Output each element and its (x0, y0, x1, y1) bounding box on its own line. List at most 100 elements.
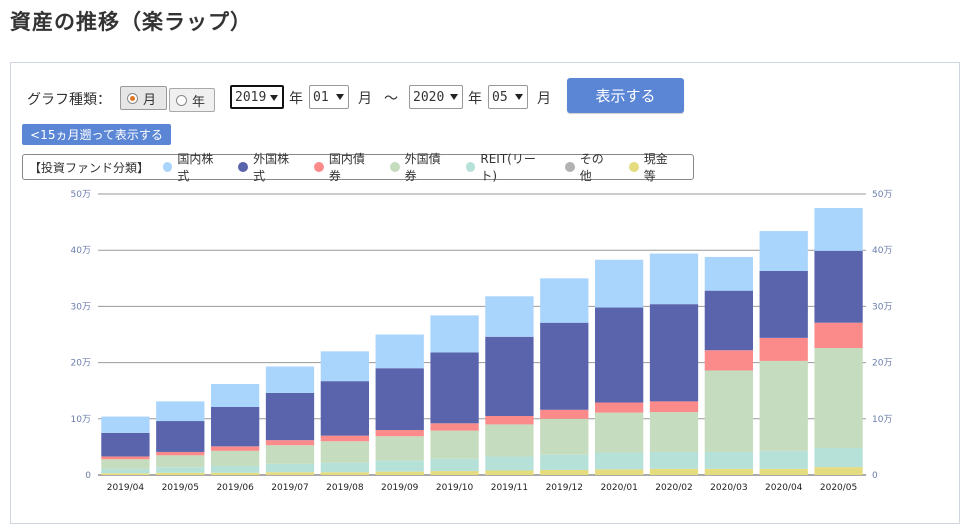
x-tick-label: 2020/02 (655, 483, 692, 493)
bar-segment (704, 468, 753, 475)
bar-segment (375, 430, 424, 437)
x-tick-label: 2019/06 (216, 483, 254, 493)
year-radio-icon[interactable] (176, 94, 187, 106)
bar-segment (485, 424, 534, 457)
month-radio-icon[interactable] (127, 92, 138, 104)
legend-dot-icon (162, 162, 173, 172)
bar-segment (759, 468, 808, 475)
y-tick-label-left: 20万 (71, 359, 91, 369)
page-title: 資産の推移（楽ラップ） (10, 10, 252, 34)
x-tick-label: 2019/09 (381, 483, 419, 493)
legend-item-domestic-bond: 国内債券 (314, 150, 376, 184)
y-tick-label-left: 30万 (71, 302, 91, 312)
bar-segment (759, 337, 808, 361)
bar-segment (265, 366, 315, 393)
bar-segment (649, 304, 699, 402)
x-tick-label: 2019/12 (546, 483, 583, 493)
bar-segment (101, 416, 150, 433)
bar-segment (540, 454, 589, 470)
y-tick-label-right: 50万 (872, 190, 892, 200)
bar-segment (430, 430, 479, 459)
bar-segment (595, 452, 644, 470)
bar-segment (211, 406, 260, 447)
legend-label: 現金等 (643, 152, 668, 183)
year-radio-option[interactable]: 年 (169, 88, 215, 112)
chevron-down-icon (336, 94, 344, 100)
back-15-months-button[interactable]: <15ヵ月遡って表示する (22, 124, 171, 145)
x-tick-label: 2020/04 (765, 483, 803, 493)
bar-segment (595, 259, 644, 308)
bar-segment (595, 469, 644, 475)
bar-segment (759, 450, 808, 469)
bar-segment (759, 231, 808, 271)
bar-segment (649, 451, 699, 469)
bar-segment (265, 392, 315, 441)
bar-segment (375, 436, 424, 461)
bar-segment (211, 383, 260, 407)
month-radio-label: 月 (143, 92, 157, 108)
from-month-select[interactable]: 01 (309, 85, 349, 109)
legend-dot-icon (389, 162, 400, 172)
bar-segment (156, 421, 205, 452)
bar-segment (485, 336, 534, 416)
legend-label: REIT(リート) (480, 152, 536, 183)
month-unit-label: 月 (358, 91, 372, 107)
bar-segment (211, 472, 260, 475)
bar-segment (320, 381, 369, 436)
legend-label: 外国債券 (404, 152, 441, 183)
bar-segment (595, 412, 644, 453)
bar-segment (156, 472, 205, 475)
bar-segment (101, 459, 150, 469)
y-tick-label-left: 40万 (71, 246, 91, 256)
legend-item-domestic-stock: 国内株式 (162, 150, 225, 184)
bar-segment (759, 360, 808, 451)
bar-segment (595, 307, 644, 403)
bar-segment (540, 418, 589, 455)
to-year-select[interactable]: 2020 (409, 85, 463, 109)
bar-segment (814, 448, 863, 468)
bar-segment (320, 472, 369, 475)
bar-segment (540, 409, 589, 419)
y-tick-label-right: 20万 (872, 359, 892, 369)
year-unit-label: 年 (289, 91, 303, 107)
bar-segment (101, 456, 150, 460)
bar-segment (101, 468, 150, 474)
legend-item-foreign-stock: 外国株式 (238, 150, 300, 184)
legend-title: 【投資ファンド分類】 (29, 160, 150, 175)
bar-segment (320, 441, 369, 463)
bar-segment (101, 432, 150, 457)
legend: 【投資ファンド分類】 国内株式 外国株式 国内債券 外国債券 REIT(リート)… (22, 152, 694, 183)
bar-segment (649, 468, 699, 475)
x-tick-label: 2020/05 (820, 483, 857, 493)
legend-label: 外国株式 (253, 152, 290, 183)
bar-segment (485, 456, 534, 471)
show-button[interactable]: 表示する (567, 78, 684, 113)
legend-dot-icon (465, 162, 476, 172)
bar-segment (595, 402, 644, 413)
bar-segment (265, 463, 315, 473)
from-year-value: 2019 (235, 89, 267, 105)
stacked-bar-chart: 0 0 10万 10万 20万 20万 30万 30万 40万 40万 50万 50万 2019/04 2… (71, 190, 893, 493)
x-tick-label: 2019/05 (162, 483, 199, 493)
bar-segment (320, 351, 369, 382)
bar-segment (430, 423, 479, 431)
bar-segment (485, 470, 534, 475)
bar-segment (704, 370, 753, 452)
to-month-value: 05 (492, 89, 508, 105)
bar-segment (430, 352, 479, 424)
bar-segment (430, 458, 479, 472)
bar-segment (156, 401, 205, 422)
bar-segment (704, 451, 753, 469)
to-year-value: 2020 (413, 89, 445, 105)
legend-label: 国内債券 (328, 152, 365, 183)
from-year-select[interactable]: 2019 (230, 85, 284, 109)
legend-label: その他 (579, 152, 604, 183)
bar-segment (704, 350, 753, 371)
x-tick-label: 2019/08 (326, 483, 364, 493)
bar-segment (649, 401, 699, 413)
bar-segment (649, 253, 699, 305)
to-month-select[interactable]: 05 (488, 85, 528, 109)
month-radio-option[interactable]: 月 (120, 86, 167, 110)
bar-segment (814, 467, 863, 475)
bar-segment (101, 473, 150, 475)
